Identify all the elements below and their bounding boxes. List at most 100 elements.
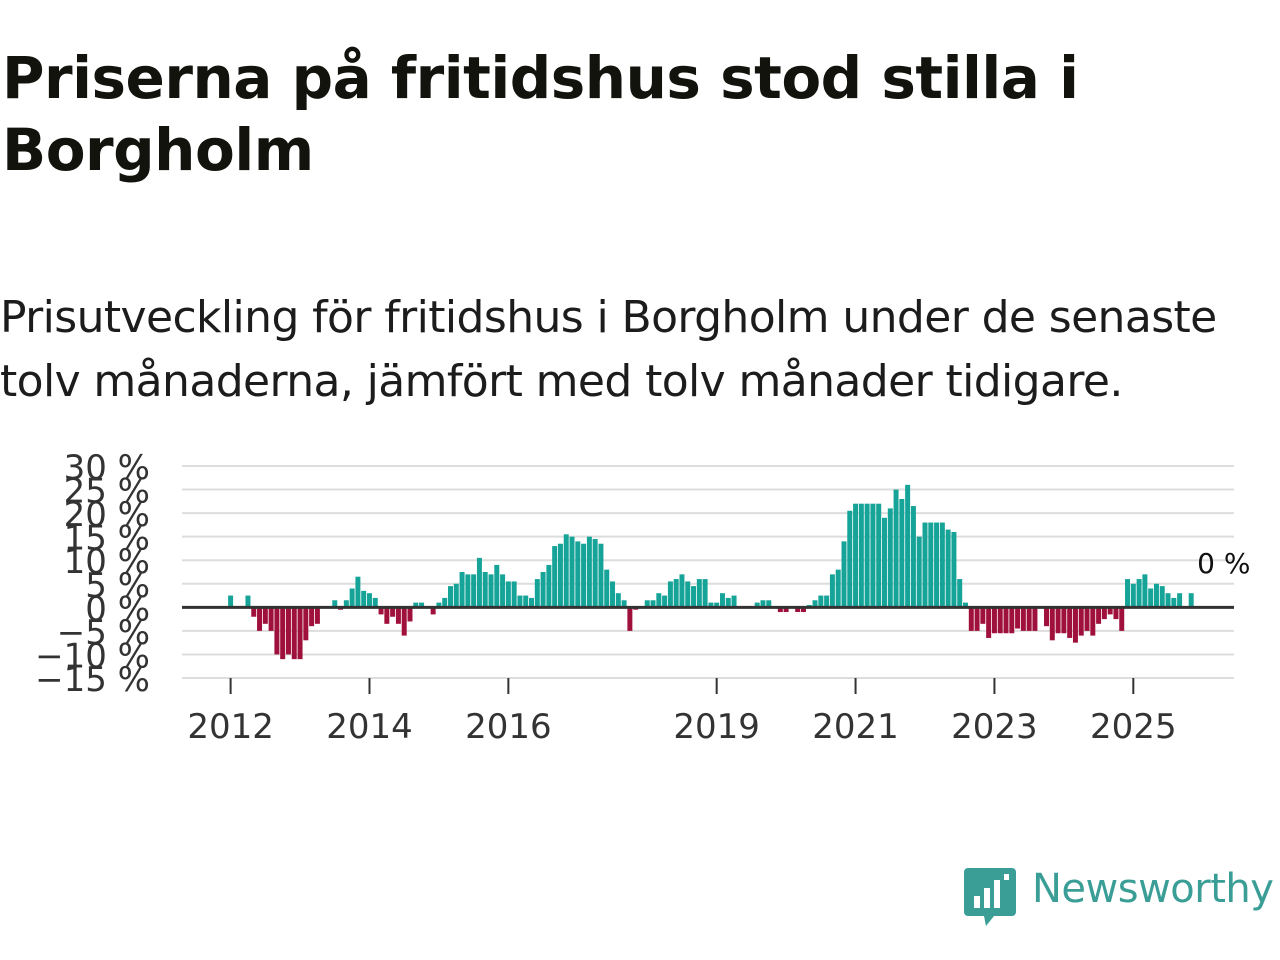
bar: [702, 579, 708, 608]
bar: [974, 607, 980, 631]
x-tick-label: 2012: [187, 707, 274, 747]
chart-subtitle: Prisutveckling för fritidshus i Borgholm…: [0, 292, 1217, 407]
bar: [1032, 607, 1038, 631]
x-tick-label: 2019: [673, 707, 760, 747]
bar: [413, 602, 419, 608]
bar: [916, 536, 922, 608]
bar: [488, 574, 494, 608]
newsworthy-logo-icon: [964, 868, 1016, 926]
bar: [939, 522, 945, 608]
bars: [228, 484, 1194, 660]
bar: [719, 593, 725, 608]
bar: [858, 503, 864, 608]
x-axis: 2012 2014 2016 2019 2021 2023 2025: [182, 677, 1234, 747]
bar: [945, 529, 951, 608]
bar: [1044, 607, 1050, 627]
bar: [546, 564, 552, 608]
bar: [1142, 574, 1148, 608]
annotations: 0 %: [1197, 547, 1250, 580]
bar: [760, 600, 766, 608]
bar: [343, 600, 349, 608]
bar: [667, 581, 673, 608]
last-value-label: 0 %: [1197, 547, 1250, 580]
bar: [511, 581, 517, 608]
bar: [928, 522, 934, 608]
bar: [355, 576, 361, 608]
bar: [534, 579, 540, 608]
bar: [395, 607, 401, 624]
bar: [361, 590, 367, 608]
bar: [795, 607, 801, 613]
bar: [378, 607, 384, 615]
bar: [1125, 579, 1131, 608]
bar: [986, 607, 992, 638]
bar: [453, 583, 459, 608]
bar: [835, 569, 841, 608]
bar: [696, 579, 702, 608]
bar: [691, 586, 697, 608]
bar: [754, 602, 760, 608]
bar: [1101, 607, 1107, 620]
bar: [1049, 607, 1055, 641]
bar: [800, 607, 806, 613]
bar: [349, 588, 355, 608]
bar: [1177, 593, 1183, 608]
bar: [1148, 588, 1154, 608]
bar: [1113, 607, 1119, 620]
bar: [476, 557, 482, 608]
bar: [991, 607, 997, 634]
bar-chart: 30 %25 %20 %15 %10 %5 %0 %−5 %−10 %−15 %…: [35, 448, 1250, 747]
bar: [291, 607, 297, 660]
bar: [1119, 607, 1125, 631]
y-tick-label: 20 %: [64, 495, 150, 535]
gridlines: [182, 465, 1234, 679]
bar: [303, 607, 309, 641]
bar: [1003, 607, 1009, 634]
y-tick-label: 25 %: [64, 472, 150, 512]
bar: [627, 607, 633, 631]
bar: [864, 503, 870, 608]
bar: [407, 607, 413, 622]
bar: [500, 574, 506, 608]
bar: [725, 597, 731, 608]
bar: [887, 508, 893, 608]
newsworthy-logo[interactable]: Newsworthy: [964, 864, 1280, 928]
bar: [1171, 597, 1177, 608]
bar: [957, 579, 963, 608]
bar: [1020, 607, 1026, 631]
y-tick-label: 5 %: [85, 566, 150, 606]
bar: [731, 595, 737, 608]
bar: [436, 602, 442, 608]
bar: [662, 595, 668, 608]
bar: [540, 572, 546, 608]
bar: [309, 607, 315, 627]
y-axis-labels: 30 %25 %20 %15 %10 %5 %0 %−5 %−10 %−15 %: [35, 448, 150, 700]
bar: [650, 600, 656, 608]
bar: [384, 607, 390, 624]
bar: [494, 564, 500, 608]
bar: [505, 581, 511, 608]
y-tick-label: 30 %: [64, 448, 150, 488]
x-tick-label: 2014: [326, 707, 413, 747]
bar: [708, 602, 714, 608]
bar: [1026, 607, 1032, 631]
bar: [870, 503, 876, 608]
bar: [714, 602, 720, 608]
bar: [1130, 583, 1136, 608]
bar: [517, 595, 523, 608]
bar: [610, 581, 616, 608]
bar: [899, 498, 905, 608]
bar: [251, 607, 257, 617]
bar: [1015, 607, 1021, 629]
bar: [1067, 607, 1073, 638]
bar: [442, 597, 448, 608]
bar: [459, 572, 465, 608]
bar: [1084, 607, 1090, 631]
bar: [523, 595, 529, 608]
bar: [557, 543, 563, 608]
x-tick-label: 2023: [951, 707, 1038, 747]
bar: [430, 607, 436, 615]
bar: [951, 531, 957, 608]
bar: [673, 579, 679, 608]
bar: [934, 522, 940, 608]
